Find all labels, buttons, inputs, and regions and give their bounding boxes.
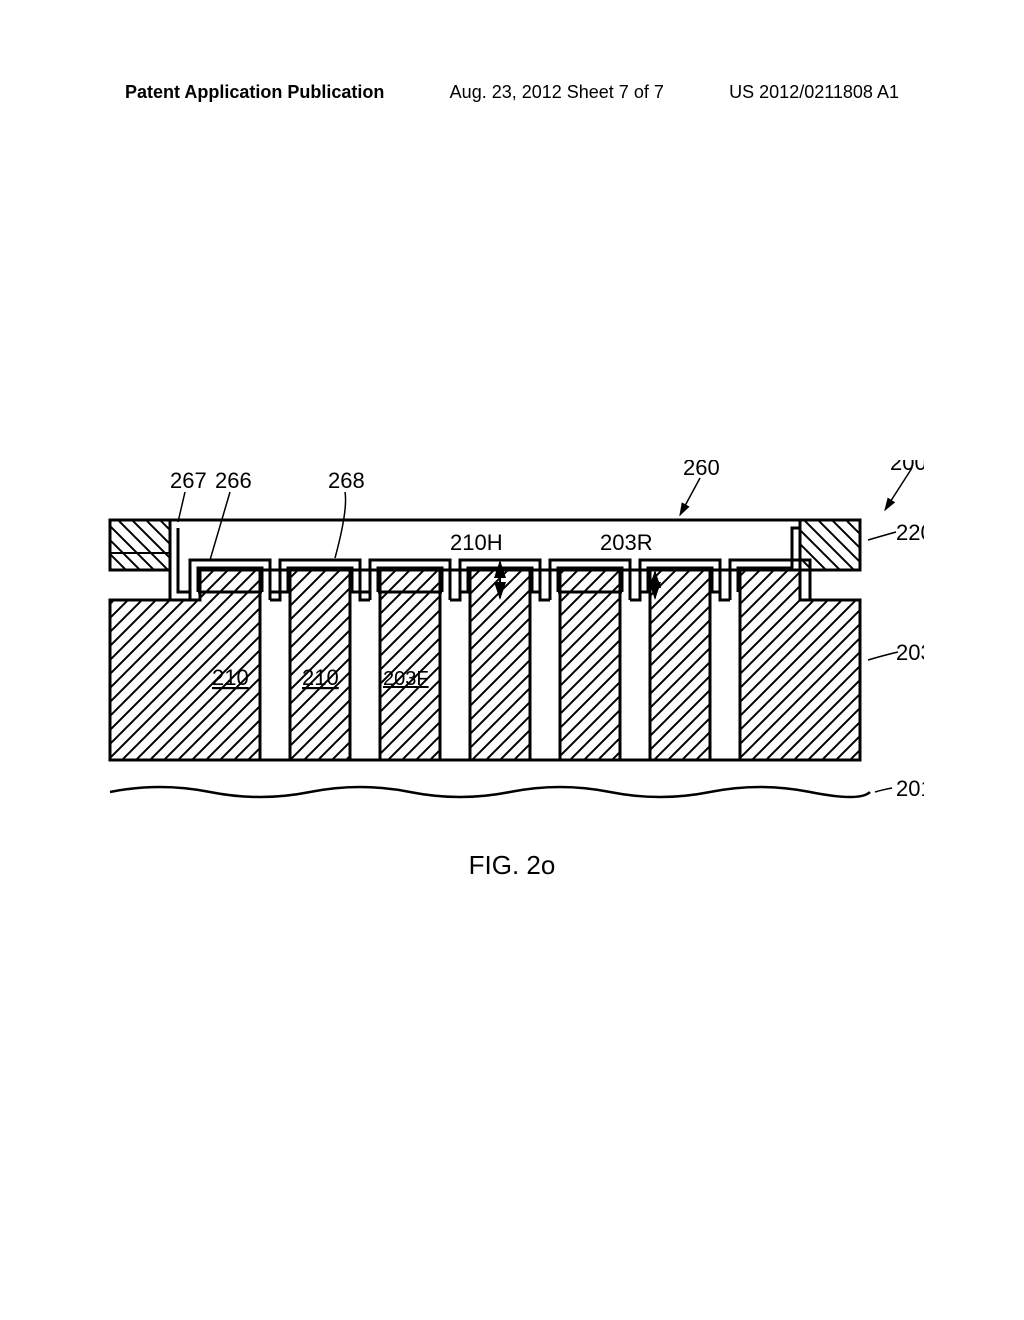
label-203f: 203F xyxy=(383,668,429,690)
label-260: 260 xyxy=(683,460,720,480)
page-header: Patent Application Publication Aug. 23, … xyxy=(0,82,1024,103)
label-203c: 203C xyxy=(896,640,924,665)
label-210b: 210 xyxy=(302,665,339,690)
label-266: 266 xyxy=(215,468,252,493)
header-right: US 2012/0211808 A1 xyxy=(729,82,899,103)
header-left: Patent Application Publication xyxy=(125,82,384,103)
label-200: 200 xyxy=(890,460,924,475)
figure-2o: 267 266 268 210H 203R 260 200 220 203C 2… xyxy=(100,460,924,860)
header-center: Aug. 23, 2012 Sheet 7 of 7 xyxy=(450,82,664,103)
label-267: 267 xyxy=(170,468,207,493)
label-210h: 210H xyxy=(450,530,503,555)
substrate-wave xyxy=(110,787,870,797)
label-203r: 203R xyxy=(600,530,653,555)
cap-220-left xyxy=(110,520,170,570)
label-201: 201 xyxy=(896,776,924,801)
figure-svg: 267 266 268 210H 203R 260 200 220 203C 2… xyxy=(100,460,924,860)
figure-caption: FIG. 2o xyxy=(0,850,1024,881)
label-220: 220 xyxy=(896,520,924,545)
label-210a: 210 xyxy=(212,665,249,690)
label-268: 268 xyxy=(328,468,365,493)
